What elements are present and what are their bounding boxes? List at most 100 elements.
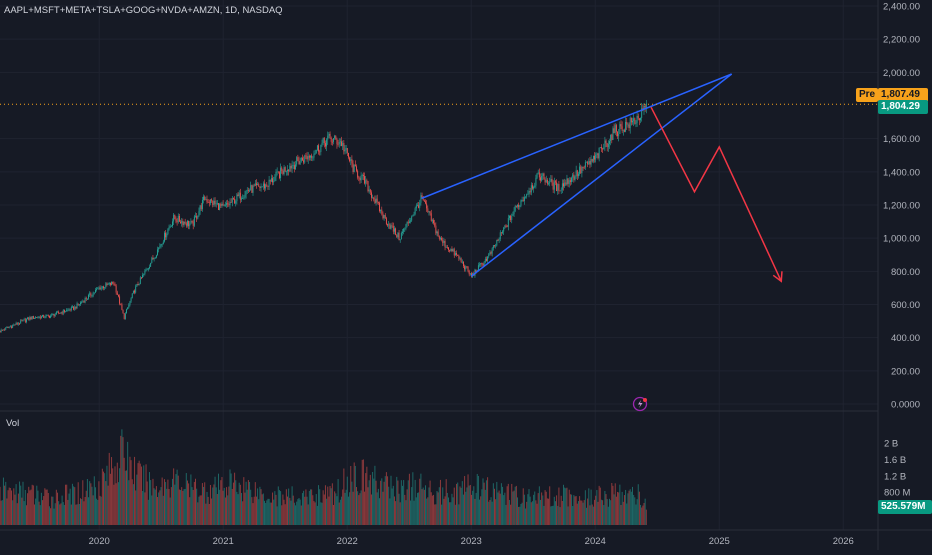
- volume-bar: [535, 500, 536, 525]
- price-candle: [146, 270, 147, 271]
- volume-bar: [484, 483, 485, 525]
- price-candle: [569, 180, 570, 184]
- volume-bar: [624, 495, 625, 525]
- price-candle: [9, 327, 10, 328]
- price-candle: [425, 201, 426, 203]
- volume-bar: [28, 487, 29, 525]
- volume-bar: [330, 486, 331, 525]
- price-candle: [28, 318, 29, 320]
- price-candle: [299, 161, 300, 164]
- price-candle: [568, 178, 569, 184]
- price-candle: [339, 142, 340, 144]
- price-candle: [603, 148, 604, 150]
- price-candle: [600, 147, 601, 148]
- price-candle: [636, 123, 637, 124]
- price-candle: [17, 323, 18, 324]
- volume-bar: [486, 480, 487, 525]
- volume-bar: [506, 505, 507, 525]
- price-candle: [305, 155, 306, 156]
- price-candle: [516, 206, 517, 207]
- volume-bar: [527, 494, 528, 525]
- price-candle: [519, 206, 520, 207]
- volume-bar: [374, 466, 375, 525]
- volume-bar: [319, 489, 320, 525]
- volume-bar: [594, 500, 595, 525]
- price-candle: [179, 216, 180, 222]
- price-candle: [583, 167, 584, 168]
- price-candle: [622, 126, 623, 130]
- price-candle: [165, 233, 166, 238]
- price-candle: [43, 315, 44, 318]
- volume-bar: [65, 485, 66, 525]
- price-candle: [316, 150, 317, 153]
- price-candle: [124, 313, 125, 319]
- last-volume-badge: 525.579M: [878, 500, 932, 514]
- volume-bar: [591, 490, 592, 525]
- price-candle: [440, 238, 441, 239]
- volume-bar: [34, 504, 35, 525]
- price-candle: [455, 253, 456, 255]
- price-candle: [56, 312, 57, 315]
- price-candle: [324, 138, 325, 143]
- volume-bar: [403, 480, 404, 525]
- price-candle: [58, 312, 59, 313]
- price-candle: [541, 176, 542, 181]
- volume-bar: [10, 488, 11, 525]
- price-candle: [199, 211, 200, 216]
- volume-bar: [432, 496, 433, 525]
- price-candle: [295, 164, 296, 169]
- volume-bar: [610, 500, 611, 525]
- price-candle: [403, 229, 404, 232]
- volume-bar: [524, 495, 525, 525]
- volume-bar: [47, 490, 48, 525]
- price-candle: [609, 141, 610, 144]
- price-candle: [64, 310, 65, 312]
- price-candle: [48, 315, 49, 316]
- volume-bar: [203, 487, 204, 525]
- volume-bar: [632, 487, 633, 525]
- price-candle: [486, 259, 487, 261]
- price-candle: [606, 141, 607, 144]
- volume-bar: [152, 479, 153, 525]
- volume-bar: [478, 476, 479, 525]
- volume-bar: [611, 483, 612, 525]
- price-candle: [169, 227, 170, 229]
- price-candle: [445, 241, 446, 247]
- volume-label[interactable]: Vol: [6, 418, 19, 429]
- price-candle: [439, 236, 440, 238]
- price-candle: [182, 221, 183, 225]
- volume-bar: [494, 489, 495, 525]
- time-tick-label: 2021: [213, 536, 234, 547]
- volume-bar: [218, 474, 219, 525]
- price-candle: [580, 167, 581, 174]
- symbol-title[interactable]: AAPL+MSFT+META+TSLA+GOOG+NVDA+AMZN, 1D, …: [4, 5, 283, 16]
- price-candle: [26, 319, 27, 322]
- volume-bar: [471, 495, 472, 525]
- price-candle: [426, 203, 427, 208]
- volume-bar: [174, 485, 175, 525]
- price-candle: [153, 258, 154, 259]
- price-candle: [61, 312, 62, 313]
- price-candle: [41, 316, 42, 318]
- volume-bar: [198, 497, 199, 525]
- volume-bar: [189, 497, 190, 525]
- price-candle: [494, 245, 495, 246]
- price-candle: [80, 302, 81, 304]
- price-candle: [194, 216, 195, 225]
- volume-bar: [200, 495, 201, 525]
- price-candle: [446, 247, 447, 248]
- volume-bar: [560, 507, 561, 525]
- volume-bar: [142, 491, 143, 525]
- volume-bar: [43, 496, 44, 525]
- volume-bar: [165, 482, 166, 525]
- price-candle: [633, 118, 634, 121]
- volume-bar: [479, 500, 480, 525]
- volume-bar: [212, 488, 213, 525]
- price-candle: [549, 182, 550, 184]
- volume-bar: [353, 492, 354, 525]
- volume-bar: [516, 486, 517, 525]
- price-candle: [347, 148, 348, 153]
- volume-bar: [533, 495, 534, 525]
- price-candle: [20, 320, 21, 323]
